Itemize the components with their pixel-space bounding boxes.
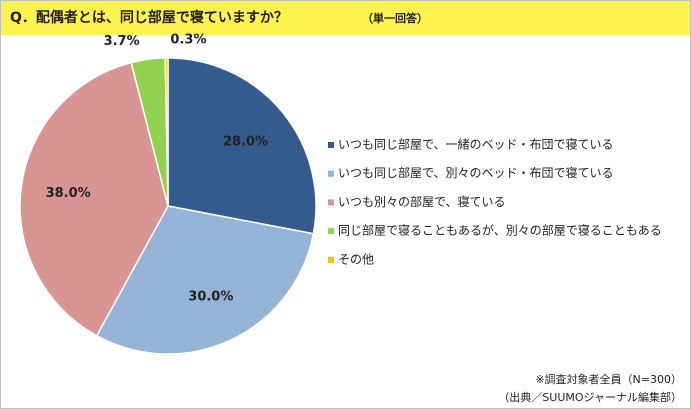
- legend-label: いつも同じ部屋で、別々のベッド・布団で寝ている: [338, 165, 614, 180]
- legend-label: いつも同じ部屋で、一緒のベッド・布団で寝ている: [338, 137, 614, 152]
- pie-slice: [164, 57, 169, 207]
- data-label: 3.7%: [104, 34, 140, 49]
- legend-swatch: [328, 142, 334, 148]
- legend-swatch: [328, 199, 334, 206]
- legend-swatch: [328, 256, 334, 263]
- pie-slice: [19, 61, 169, 337]
- chart-title: Q．配偶者とは、同じ部屋で寝ていますか？: [10, 9, 288, 26]
- legend-swatch: [328, 228, 334, 235]
- legend-swatch: [328, 170, 334, 177]
- data-label: 0.3%: [170, 33, 206, 48]
- title-bar: [1, 1, 690, 35]
- legend-label: 同じ部屋で寝ることもあるが、別々の部屋で寝ることもある: [338, 223, 662, 238]
- note: ※調査対象者全員（N=300）: [535, 372, 682, 386]
- pie-slice: [167, 57, 317, 235]
- chart-subtitle: （単一回答）: [362, 11, 428, 25]
- legend-label: いつも別々の部屋で、寝ている: [338, 194, 506, 209]
- data-label: 30.0%: [188, 290, 233, 305]
- data-label: 28.0%: [223, 134, 268, 149]
- pie-slice: [95, 205, 315, 355]
- legend-label: その他: [338, 252, 374, 266]
- data-label: 38.0%: [46, 186, 91, 201]
- note: （出典／SUUMOジャーナル編集部）: [498, 390, 682, 404]
